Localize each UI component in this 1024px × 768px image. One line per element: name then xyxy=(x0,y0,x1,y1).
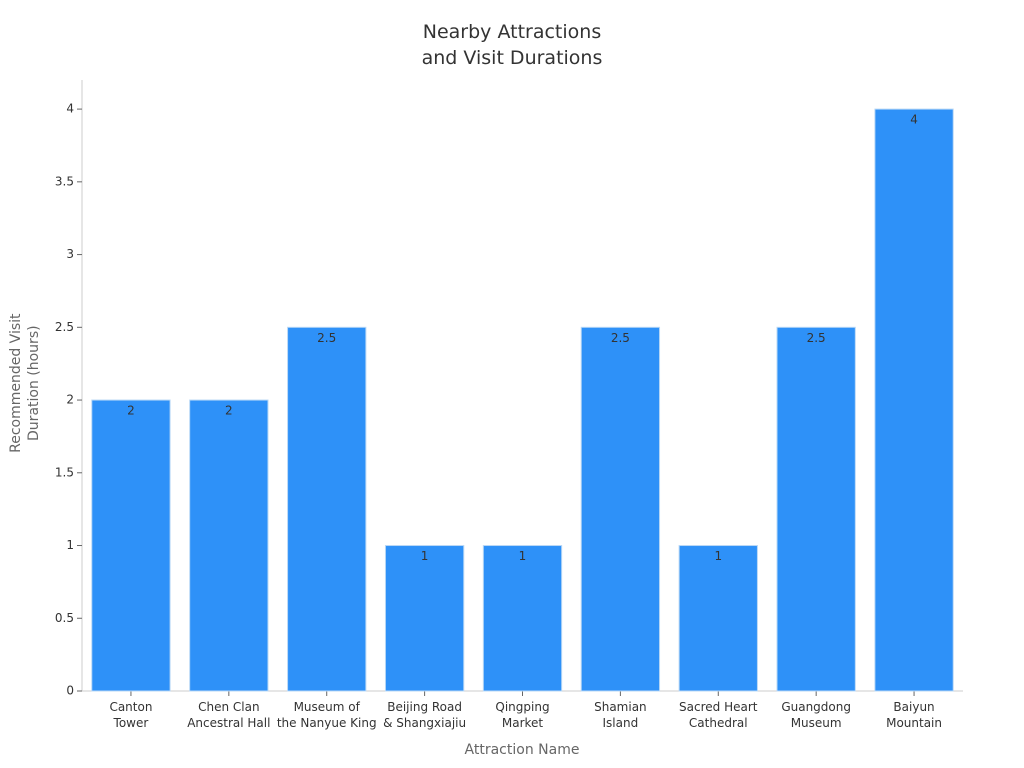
x-axis-title: Attraction Name xyxy=(464,742,580,758)
x-tick-label: Sacred Heart Cathedral xyxy=(679,700,758,730)
y-tick-label: 4 xyxy=(66,102,74,116)
x-tick-label: Guangdong Museum xyxy=(781,700,851,730)
y-tick-label: 1 xyxy=(66,538,74,552)
value-label: 2 xyxy=(127,404,135,418)
x-tick-label: Beijing Road & Shangxiajiu xyxy=(383,700,467,730)
value-label: 2 xyxy=(225,404,233,418)
bar xyxy=(874,108,954,692)
x-tick-label: Qingping Market xyxy=(495,700,550,730)
x-tick-label: Chen Clan Ancestral Hall xyxy=(187,700,271,730)
y-tick-label: 2 xyxy=(66,393,74,407)
bar xyxy=(482,545,563,692)
x-tick-label: Canton Tower xyxy=(109,700,153,730)
y-tick-label: 1.5 xyxy=(55,465,74,479)
x-tick-label: Shamian Island xyxy=(594,700,647,730)
y-tick-label: 2.5 xyxy=(55,320,74,334)
value-label: 2.5 xyxy=(317,331,336,345)
y-axis-title: Recommended Visit Duration (hours) xyxy=(7,313,42,453)
y-tick-label: 0.5 xyxy=(55,611,74,625)
bar xyxy=(678,545,758,692)
value-label: 2.5 xyxy=(807,331,826,345)
value-label: 1 xyxy=(421,549,429,563)
x-tick-label: Museum of the Nanyue King xyxy=(276,700,377,730)
value-label: 4 xyxy=(910,113,918,127)
y-tick-label: 3.5 xyxy=(55,174,74,188)
chart-title: Nearby Attractions and Visit Durations xyxy=(421,21,603,69)
x-tick-label: Baiyun Mountain xyxy=(886,700,942,730)
bar xyxy=(580,326,661,692)
bar xyxy=(384,545,465,692)
y-tick-label: 0 xyxy=(66,684,74,698)
bar xyxy=(287,326,367,692)
value-label: 1 xyxy=(519,549,527,563)
bar xyxy=(91,399,171,692)
bar xyxy=(189,399,269,692)
value-label: 2.5 xyxy=(611,331,630,345)
bar xyxy=(776,326,856,692)
y-tick-label: 3 xyxy=(66,247,74,261)
value-label: 1 xyxy=(714,549,722,563)
